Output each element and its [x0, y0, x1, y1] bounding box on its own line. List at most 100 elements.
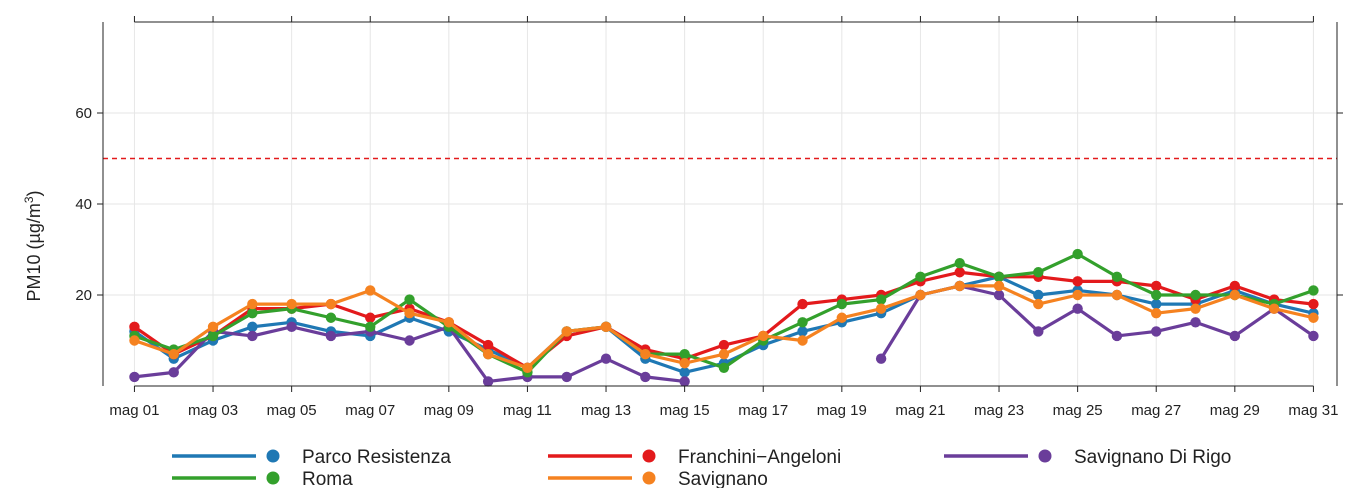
data-point: [1308, 312, 1319, 323]
data-point: [286, 321, 297, 333]
y-tick-label: 60: [75, 105, 92, 122]
data-point: [836, 298, 848, 310]
data-point: [1072, 248, 1083, 260]
data-point: [954, 267, 965, 278]
data-point: [1190, 289, 1201, 301]
x-tick-label: mag 03: [188, 402, 238, 419]
data-point: [1151, 280, 1162, 292]
data-point: [1072, 303, 1083, 314]
x-tick-label: mag 25: [1053, 402, 1103, 419]
data-point: [1151, 289, 1162, 301]
data-point: [247, 321, 258, 333]
data-point: [797, 298, 808, 310]
data-point: [1268, 303, 1280, 314]
data-point: [325, 312, 337, 323]
data-point: [679, 358, 690, 369]
legend-label: Savignano: [678, 469, 768, 488]
x-tick-label: mag 23: [974, 402, 1024, 419]
data-point: [797, 335, 808, 346]
axes: mag 01 mag 03 mag 05 mag 07 mag 09 mag 11 mag …: [75, 16, 1343, 419]
data-point: [797, 326, 808, 337]
data-point: [561, 326, 572, 337]
x-tick-label: mag 17: [738, 402, 788, 419]
data-point: [875, 294, 887, 305]
data-point: [993, 289, 1005, 301]
data-point: [247, 330, 258, 342]
x-tick-label: mag 21: [895, 402, 945, 419]
data-point: [1229, 330, 1241, 342]
legend-item: Savignano Di Rigo: [944, 447, 1231, 468]
x-tick-label: mag 01: [109, 402, 159, 419]
x-tick-label: mag 31: [1288, 402, 1338, 419]
data-point: [640, 371, 651, 383]
data-point: [915, 289, 926, 301]
data-point: [129, 371, 140, 383]
data-point: [168, 367, 179, 378]
data-point: [1033, 326, 1044, 337]
legend-item: Franchini−Angeloni: [548, 447, 841, 468]
data-point: [482, 348, 494, 360]
data-point: [404, 308, 415, 319]
data-point: [207, 321, 219, 333]
data-point: [954, 280, 965, 292]
x-tick-label: mag 09: [424, 402, 474, 419]
data-point: [1072, 276, 1083, 287]
data-point: [1151, 308, 1162, 319]
data-point: [443, 317, 455, 328]
data-point: [640, 348, 651, 360]
legend-item: Roma: [172, 469, 353, 488]
legend-item: Savignano: [548, 469, 768, 488]
data-point: [129, 335, 140, 346]
data-point: [1308, 285, 1319, 296]
legend-label: Franchini−Angeloni: [678, 447, 841, 468]
data-point: [1033, 298, 1044, 310]
x-tick-label: mag 07: [345, 402, 395, 419]
data-point: [1308, 330, 1319, 342]
data-point: [836, 312, 848, 323]
data-point: [561, 371, 572, 383]
data-point: [1190, 303, 1201, 314]
data-point: [365, 285, 376, 296]
data-point: [404, 335, 415, 346]
x-tick-label: mag 29: [1210, 402, 1260, 419]
data-point: [1072, 289, 1083, 301]
x-tick-label: mag 05: [267, 402, 317, 419]
legend-item: Parco Resistenza: [172, 447, 451, 468]
legend: Parco ResistenzaRomaFranchini−AngeloniSa…: [172, 447, 1231, 488]
data-point: [679, 367, 690, 378]
data-point: [600, 321, 612, 333]
x-tick-label: mag 11: [503, 402, 552, 419]
legend-point-swatch: [266, 471, 280, 485]
data-point: [758, 330, 769, 342]
data-point: [915, 271, 926, 282]
y-tick-label: 40: [75, 196, 92, 213]
data-point: [993, 271, 1005, 282]
data-point: [1308, 298, 1319, 310]
data-point: [325, 330, 337, 342]
data-point: [522, 362, 533, 373]
data-point: [993, 280, 1005, 292]
data-point: [679, 376, 690, 387]
data-point: [325, 298, 337, 310]
x-tick-label: mag 15: [660, 402, 710, 419]
data-point: [954, 257, 965, 269]
data-point: [875, 353, 887, 364]
data-point: [1033, 289, 1044, 301]
data-point: [482, 376, 494, 387]
data-point: [718, 348, 730, 360]
y-axis-title: PM10 (µg/m3): [22, 190, 44, 301]
data-point: [718, 362, 730, 373]
data-point: [1111, 330, 1123, 342]
data-point: [247, 308, 258, 319]
data-point: [1229, 280, 1241, 292]
x-tick-label: mag 19: [817, 402, 867, 419]
data-point: [1033, 267, 1044, 278]
data-point: [365, 321, 376, 333]
legend-point-swatch: [642, 471, 656, 485]
data-point: [404, 294, 415, 305]
data-point: [875, 303, 887, 314]
data-point: [797, 317, 808, 328]
legend-label: Savignano Di Rigo: [1074, 447, 1231, 468]
data-point: [1229, 289, 1241, 301]
